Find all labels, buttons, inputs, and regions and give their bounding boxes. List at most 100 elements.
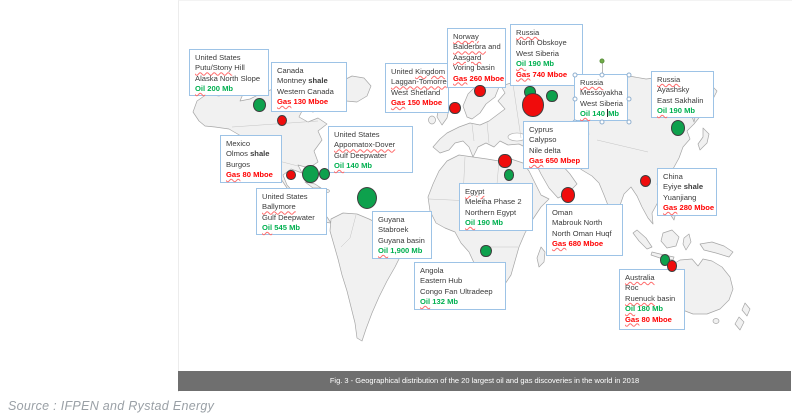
word: basin [406, 235, 425, 245]
selection-handle[interactable] [626, 119, 632, 125]
discovery-bubble-china-gas[interactable] [639, 174, 651, 188]
label-box-australia[interactable]: Australia Roc Ruenuck basin Oil 180 Mb Gas 8… [619, 269, 685, 330]
selection-handle[interactable] [572, 96, 578, 101]
word: Oil [420, 297, 431, 307]
word: Stabroek [378, 225, 409, 235]
label-box-china[interactable]: China Eyiye shale Yuanjiang Gas 280 Mboe [657, 168, 717, 216]
discovery-line: Cyprus [529, 125, 584, 135]
selection-handle[interactable] [626, 96, 632, 101]
selection-handle[interactable] [572, 72, 578, 78]
discovery-line: Russia [580, 78, 623, 88]
discovery-line: Balderbra and [453, 42, 501, 52]
word: Balderbra [453, 42, 486, 52]
rotate-handle[interactable] [599, 58, 605, 64]
discovery-bubble-australia-gas[interactable] [666, 260, 678, 272]
discovery-bubble-egypt-oil[interactable] [503, 169, 515, 181]
discovery-bubble-gulf-oil-2[interactable] [318, 167, 330, 181]
label-box-mexico[interactable]: Mexico Olmos shale Burgos Gas 80 Mboe [220, 135, 282, 183]
discovery-bubble-angola-oil[interactable] [480, 244, 492, 258]
label-box-uk[interactable]: United Kingdom Laggan-Tomorre West Shetlan… [385, 63, 449, 113]
word: Mexico [226, 139, 251, 148]
word: basin [476, 63, 495, 73]
discovery-line: Oil 200 Mb [195, 84, 264, 94]
discovery-bubble-norway-gas[interactable] [474, 84, 486, 98]
discovery-line: Stabroek [378, 225, 427, 235]
word: Putu/Stony [195, 63, 233, 73]
discovery-line: East Sakhalin [657, 96, 709, 106]
discovery-line: Roc [625, 283, 680, 293]
discovery-line: Oil 180 Mb [625, 304, 680, 314]
word: Messoyakha [580, 88, 623, 98]
word: United [391, 67, 413, 76]
word: Oil [465, 218, 476, 228]
word: West [580, 98, 598, 108]
discovery-line: United Kingdom [391, 67, 445, 77]
label-box-canada[interactable]: Canada Montney shale Western Canada Gas 130… [271, 62, 347, 112]
selection-handle[interactable] [599, 72, 605, 78]
word: 80 [641, 314, 650, 324]
label-box-us-ballymore[interactable]: United States Ballymore Gulf Deepwater Oil … [256, 188, 327, 235]
word: 680 [568, 239, 582, 249]
label-box-egypt[interactable]: Egypt Meleiha Phase 2 Northern Egypt Oil 19… [459, 183, 533, 231]
label-box-oman[interactable]: Oman Mabrouk North North Oman Huqf Gas 680 … [546, 204, 623, 256]
selection-handle[interactable] [599, 119, 605, 125]
discovery-line: Gas 80 Mboe [625, 315, 680, 325]
discovery-bubble-australia-oil[interactable] [659, 254, 671, 266]
word: Oil [334, 161, 345, 171]
label-box-cyprus[interactable]: Cyprus Calypso Nile delta Gas 650 Mbep [523, 121, 589, 169]
word: Shetland [410, 87, 441, 97]
word: Gas [529, 156, 544, 166]
label-box-norway[interactable]: Norway Balderbra and Aasgard Voring basin Ga… [447, 28, 506, 88]
word: 130 [293, 97, 307, 107]
discovery-line: Ayashsky [657, 85, 709, 95]
word: Australia [625, 273, 655, 282]
word: shale [683, 182, 704, 192]
discovery-bubble-cyprus-gas[interactable] [498, 153, 512, 169]
discovery-line: Canada [277, 66, 342, 76]
discovery-line: Russia [516, 28, 578, 38]
word: Canada [277, 66, 304, 75]
label-box-guyana[interactable]: Guyana Stabroek Guyana basin Oil 1,900 Mb [372, 211, 432, 259]
word: Oil [262, 223, 273, 233]
word: West [391, 87, 409, 97]
discovery-bubble-oman-gas[interactable] [561, 187, 575, 203]
word: Egypt [465, 187, 485, 196]
discovery-line: Alaska North Slope [195, 74, 264, 84]
word: Mb [289, 223, 301, 233]
label-box-us-appomatox[interactable]: United States Appomatox-Dover Gulf Deepwat… [328, 126, 413, 173]
word: North [552, 228, 571, 238]
word: 740 [532, 69, 546, 79]
discovery-bubble-canada-gas[interactable] [277, 114, 287, 126]
label-box-russia-messoyakha[interactable]: Russia Messoyakha West Siberia Oil 140 Mb [572, 58, 632, 125]
word: 200 [207, 84, 220, 94]
selection-handle[interactable] [626, 72, 632, 78]
discovery-line: Nile delta [529, 146, 584, 156]
discovery-bubble-uk-gas[interactable] [449, 101, 461, 115]
label-box-us-alaska[interactable]: United States Putu/Stony Hill Alaska North… [189, 49, 269, 96]
word: Burgos [226, 159, 251, 169]
discovery-bubble-gulf-oil-1[interactable] [301, 164, 319, 184]
label-box-angola[interactable]: Angola Eastern Hub Congo Fan Ultradeep Oil … [414, 262, 506, 310]
discovery-bubble-alaska-oil[interactable] [252, 97, 266, 113]
word: Gas [226, 170, 241, 180]
word: States [286, 192, 308, 201]
word: 2 [517, 197, 522, 207]
discovery-line: Egypt [465, 187, 528, 197]
word: 545 [274, 223, 287, 233]
word: Mb [411, 246, 423, 256]
word: Slope [240, 73, 261, 83]
word: Oil [516, 59, 527, 69]
word: Siberia [535, 48, 559, 58]
discovery-bubble-mexico-gas[interactable] [286, 169, 296, 181]
word: Russia [516, 28, 540, 37]
word: East [657, 95, 673, 105]
word: 140 [592, 109, 605, 119]
word: Congo [420, 286, 443, 296]
label-box-russia-obskoye[interactable]: Russia North Obskoye West Siberia Oil 190 M… [510, 24, 583, 86]
word: delta [544, 145, 561, 155]
discovery-bubble-west-siberia-oil-2[interactable] [546, 89, 558, 103]
discovery-bubble-guyana-oil[interactable] [357, 187, 377, 209]
discovery-bubble-obskoye-gas[interactable] [522, 93, 544, 117]
label-box-russia-ayashsky[interactable]: Russia Ayashsky East Sakhalin Oil 190 Mb [651, 71, 714, 118]
discovery-bubble-sakhalin-oil[interactable] [671, 120, 685, 136]
